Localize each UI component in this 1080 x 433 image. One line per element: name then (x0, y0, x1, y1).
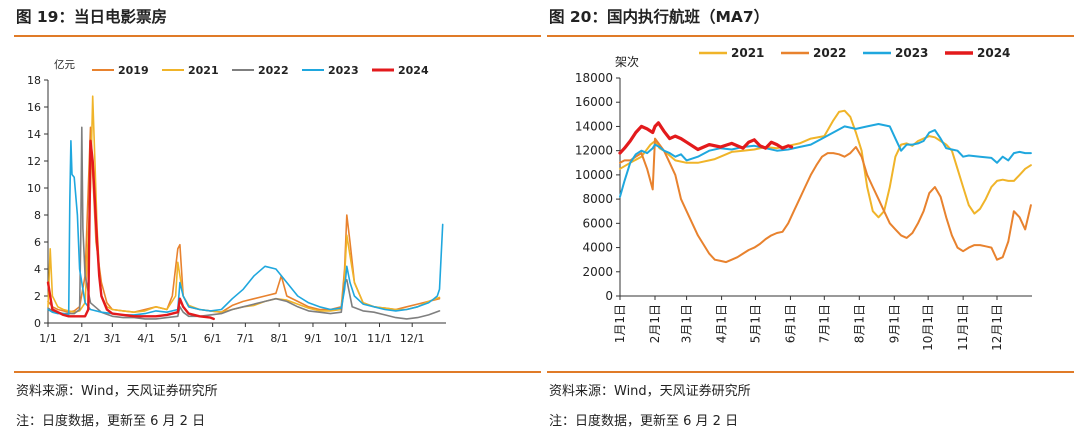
x-tick-label: 6月1日 (783, 304, 797, 343)
y-tick-label: 8000 (582, 192, 613, 206)
y-axis-unit: 亿元 (54, 58, 75, 71)
x-tick-label: 9月1日 (887, 304, 901, 343)
x-tick-label: 10/1 (333, 332, 358, 345)
x-tick-label: 3月1日 (680, 304, 694, 343)
panel-flights: 图 20：国内执行航班（MA7） 0 2000 4000 6000 8000 10000 1… (547, 0, 1074, 433)
y-tick-label: 4000 (582, 241, 613, 255)
x-tick-label: 4/1 (137, 332, 155, 345)
series-line-2022 (47, 126, 441, 320)
series-line-2023 (47, 140, 444, 316)
x-tick-label: 6/1 (204, 332, 222, 345)
flights-chart: 0 2000 4000 6000 8000 10000 12000 14000 16000 180… (575, 46, 1032, 351)
footer-divider (547, 371, 1074, 373)
y-tick-label: 10 (27, 182, 41, 195)
y-tick-label: 18000 (575, 71, 613, 85)
y-axis-unit: 架次 (615, 55, 639, 69)
chart-title: 图 19：当日电影票房 (16, 8, 167, 26)
legend-label-2023: 2023 (328, 64, 359, 77)
x-tick-label: 12月1日 (990, 304, 1004, 351)
y-tick-label: 16 (27, 101, 41, 114)
x-tick-label: 8月1日 (852, 304, 866, 343)
series-lines (618, 109, 1032, 264)
x-tick-label: 1月1日 (613, 304, 627, 343)
y-tick-label: 18 (27, 74, 41, 87)
legend-label-2024: 2024 (398, 64, 429, 77)
y-tick-label: 0 (34, 317, 41, 330)
legend-label-2021: 2021 (731, 46, 764, 60)
y-tick-label: 16000 (575, 95, 613, 109)
chart-title: 图 20：国内执行航班（MA7） (549, 8, 770, 26)
series-line-2023 (619, 123, 1032, 198)
box-office-chart: 0 2 4 6 8 10 12 14 16 18 亿元 1/1 2/1 3/1 4/1 5/1 6/1 7/1 8/… (27, 58, 446, 345)
legend-label-2023: 2023 (895, 46, 928, 60)
x-tick-label: 3/1 (103, 332, 121, 345)
y-tick-label: 6 (34, 236, 41, 249)
series-line-2021 (619, 109, 1032, 219)
x-tick-label: 4月1日 (715, 304, 729, 343)
y-tick-label: 0 (605, 289, 613, 303)
axes: 0 2000 4000 6000 8000 10000 12000 14000 16000 180… (575, 55, 1032, 351)
y-tick-label: 8 (34, 209, 41, 222)
x-tick-label: 5月1日 (748, 304, 762, 343)
legend-label-2022: 2022 (813, 46, 846, 60)
note-text: 注：日度数据，更新至 6 月 2 日 (16, 414, 206, 429)
title-divider (547, 35, 1074, 37)
x-tick-label: 11/1 (367, 332, 392, 345)
panel-box-office: 图 19：当日电影票房 0 2 4 6 8 10 12 14 16 18 亿元 1/1 2/1 3/1 4/… (14, 0, 541, 433)
title-divider (14, 35, 541, 37)
legend-label-2022: 2022 (258, 64, 289, 77)
legend: 2021 2022 2023 2024 (699, 46, 1010, 60)
x-tick-label: 2月1日 (648, 304, 662, 343)
source-text: 资料来源：Wind，天风证券研究所 (549, 384, 751, 399)
series-line-2022 (619, 137, 1032, 264)
y-tick-label: 12000 (575, 144, 613, 158)
source-text: 资料来源：Wind，天风证券研究所 (16, 384, 218, 399)
series-line-2024 (46, 139, 215, 321)
x-tick-label: 7/1 (237, 332, 255, 345)
x-tick-label: 12/1 (400, 332, 425, 345)
x-tick-label: 10月1日 (921, 304, 935, 351)
y-tick-label: 14000 (575, 119, 613, 133)
legend: 2019 2021 2022 2023 2024 (92, 64, 429, 77)
y-tick-label: 14 (27, 128, 41, 141)
x-tick-label: 11月1日 (956, 304, 970, 351)
series-lines (46, 95, 444, 321)
x-tick-label: 2/1 (73, 332, 91, 345)
series-line-2021 (47, 95, 441, 314)
series-line-2019 (47, 126, 441, 314)
y-tick-label: 2000 (582, 265, 613, 279)
x-tick-label: 1/1 (39, 332, 57, 345)
x-tick-label: 9/1 (304, 332, 322, 345)
legend-label-2021: 2021 (188, 64, 219, 77)
legend-label-2024: 2024 (977, 46, 1010, 60)
x-tick-label: 8/1 (270, 332, 288, 345)
x-tick-label: 7月1日 (817, 304, 831, 343)
x-tick-label: 5/1 (170, 332, 188, 345)
footer-divider (14, 371, 541, 373)
y-tick-label: 12 (27, 155, 41, 168)
note-text: 注：日度数据，更新至 6 月 2 日 (549, 414, 739, 429)
y-tick-label: 6000 (582, 216, 613, 230)
axes: 0 2 4 6 8 10 12 14 16 18 亿元 1/1 2/1 3/1 4/1 5/1 6/1 7/1 8/… (27, 58, 446, 345)
y-tick-label: 4 (34, 263, 41, 276)
series-line-2024 (618, 121, 794, 155)
y-tick-label: 2 (34, 290, 41, 303)
y-tick-label: 10000 (575, 168, 613, 182)
legend-label-2019: 2019 (118, 64, 149, 77)
